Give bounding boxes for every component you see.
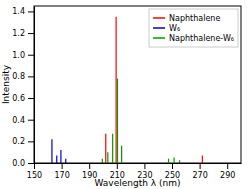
chart: 1501701902102302502702900.00.20.40.60.81… [0,0,247,189]
spike [117,79,118,163]
tick-mark [28,11,34,12]
legend-box [149,9,238,47]
tick: 170 [54,163,69,180]
spike [112,134,113,163]
tick-mark [28,76,34,77]
tick-label: 0.8 [12,72,25,81]
tick-mark [144,163,145,169]
spike [65,159,66,163]
y-axis: 0.0 0.2 0.4 0.6 0.8 1.0 1.2 1.4 [12,7,34,169]
tick-label: 0.6 [12,94,25,103]
tick: 0.0 [12,159,34,168]
tick: 270 [192,163,207,180]
tick: 1.2 [12,29,34,38]
tick: 290 [220,163,235,180]
tick-label: 0.2 [12,137,25,146]
tick-label: 270 [192,171,207,180]
tick: 0.4 [12,116,34,125]
legend-item: Naphthalene [153,14,220,23]
tick-label: 1.2 [12,29,25,38]
tick-label: 150 [27,171,42,180]
spike [116,17,117,163]
tick-mark [62,163,63,169]
x-axis-title: Wavelength λ (nm) [95,178,181,188]
spike [105,134,106,163]
tick-label: 1.4 [12,7,25,16]
legend-swatch [153,37,165,39]
legend: NaphthaleneW₆Naphthalene-W₆ [149,9,238,47]
spike [107,152,108,163]
spike [168,159,169,163]
tick: 1.4 [12,7,34,16]
spike [121,146,122,163]
plot: 1501701902102302502702900.00.20.40.60.81… [12,6,241,180]
legend-label: Naphthalene [169,14,220,23]
tick-mark [28,33,34,34]
series [52,139,66,163]
legend-label: Naphthalene-W₆ [169,34,234,43]
legend-item: Naphthalene-W₆ [153,34,234,43]
legend-label: W₆ [169,24,180,33]
legend-swatch [153,17,165,19]
axis-line [35,163,242,164]
tick-mark [28,98,34,99]
tick-mark [227,163,228,169]
plot-frame [34,6,241,163]
tick-mark [28,55,34,56]
y-axis-title: Intensity [1,64,11,104]
tick-mark [28,163,34,164]
spike [179,160,180,163]
tick: 0.2 [12,137,34,146]
tick-label: 170 [54,171,69,180]
tick-mark [28,141,34,142]
tick-mark [28,120,34,121]
spike [173,158,174,163]
axis-line [34,7,35,164]
tick-label: 290 [220,171,235,180]
tick-mark [117,163,118,169]
legend-item: W₆ [153,24,180,33]
tick: 150 [27,163,42,180]
spike [102,159,103,163]
tick-mark [89,163,90,169]
tick-label: 1.0 [12,51,25,60]
tick: 1.0 [12,51,34,60]
tick-mark [200,163,201,169]
spike [60,150,61,163]
tick-mark [172,163,173,169]
spike [202,155,203,163]
tick-mark [34,163,35,169]
spike [51,139,52,163]
tick-label: 0.0 [12,159,25,168]
legend-swatch [153,27,165,29]
series [102,79,179,163]
tick: 0.8 [12,72,34,81]
tick: 0.6 [12,94,34,103]
tick-label: 0.4 [12,116,25,125]
spike [56,155,57,163]
